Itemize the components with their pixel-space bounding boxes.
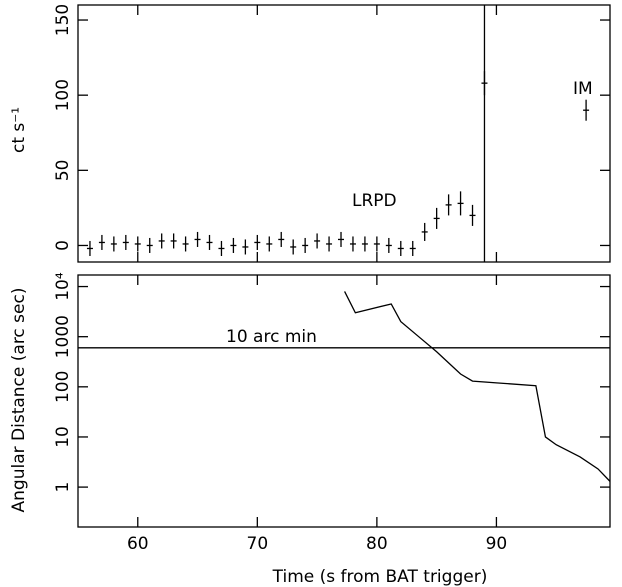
- error-bar: [326, 236, 333, 252]
- error-bar: [122, 234, 129, 250]
- error-bar: [194, 231, 201, 247]
- y-tick-label: 100: [53, 79, 73, 111]
- error-bar: [385, 237, 392, 253]
- error-bar: [290, 239, 297, 255]
- data-line: [344, 291, 611, 482]
- error-bar: [86, 240, 93, 256]
- x-axis-label: Time (s from BAT trigger): [272, 567, 488, 587]
- y-tick-label: 1: [53, 482, 73, 493]
- error-bar: [314, 233, 321, 249]
- y-tick-label: 0: [53, 240, 73, 251]
- error-bar: [421, 222, 428, 241]
- error-bar: [254, 234, 261, 250]
- x-tick-label: 70: [247, 534, 269, 554]
- error-bar: [182, 236, 189, 252]
- error-bar: [266, 236, 273, 252]
- annotation: LRPD: [352, 191, 397, 211]
- y-tick-label: 100: [53, 371, 73, 403]
- error-bar: [457, 191, 464, 216]
- error-bar: [409, 240, 416, 256]
- error-bar: [170, 233, 177, 249]
- y-tick-label: 150: [53, 4, 73, 36]
- y-tick-label: 1000: [53, 315, 73, 358]
- error-bar: [583, 99, 590, 121]
- error-bar: [302, 237, 309, 253]
- y-axis-label: ct s⁻¹: [9, 107, 29, 153]
- plot-frame: [77, 4, 611, 263]
- y-tick-label: 10⁴: [53, 272, 73, 301]
- error-bar: [206, 234, 213, 250]
- error-bar: [397, 240, 404, 256]
- error-bar: [110, 236, 117, 252]
- error-bar: [98, 234, 105, 250]
- error-bar: [134, 236, 141, 252]
- error-bar: [158, 233, 165, 249]
- error-bar: [469, 204, 476, 226]
- error-bar: [242, 239, 249, 255]
- error-bar: [278, 231, 285, 247]
- x-tick-label: 90: [486, 534, 508, 554]
- x-tick-label: 60: [127, 534, 149, 554]
- plot-frame: [77, 274, 611, 528]
- error-bar: [146, 237, 153, 253]
- y-axis-label: Angular Distance (arc sec): [9, 288, 29, 513]
- error-bar: [445, 194, 452, 216]
- error-bar: [361, 236, 368, 252]
- x-tick-label: 80: [366, 534, 388, 554]
- error-bar: [373, 236, 380, 252]
- y-tick-label: 10: [53, 426, 73, 448]
- error-bar: [218, 240, 225, 256]
- annotation: IM: [573, 79, 593, 99]
- reference-label: 10 arc min: [226, 327, 317, 347]
- error-bar: [338, 231, 345, 247]
- y-tick-label: 50: [53, 160, 73, 182]
- error-bar: [349, 236, 356, 252]
- error-bar: [433, 207, 440, 229]
- error-bar: [230, 237, 237, 253]
